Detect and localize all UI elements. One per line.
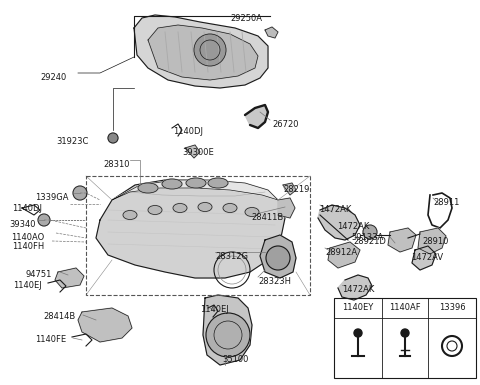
Polygon shape <box>245 105 268 128</box>
Text: 1472AK: 1472AK <box>319 205 351 214</box>
Ellipse shape <box>208 178 228 188</box>
Text: 28312G: 28312G <box>215 252 248 261</box>
Polygon shape <box>96 180 285 278</box>
Polygon shape <box>78 308 132 342</box>
Ellipse shape <box>148 206 162 214</box>
Polygon shape <box>112 180 278 200</box>
Polygon shape <box>328 242 360 268</box>
Text: 1140DJ: 1140DJ <box>173 127 203 136</box>
Polygon shape <box>265 27 278 38</box>
Text: 1140DJ: 1140DJ <box>12 204 42 213</box>
Text: 59133A: 59133A <box>351 233 383 242</box>
Text: 1140AO: 1140AO <box>11 233 44 242</box>
Text: 28912A: 28912A <box>325 248 357 257</box>
Polygon shape <box>338 275 372 300</box>
Text: 39340: 39340 <box>10 220 36 229</box>
Text: 1140FE: 1140FE <box>35 335 66 344</box>
Ellipse shape <box>245 208 259 216</box>
Text: 35100: 35100 <box>222 355 248 364</box>
Text: 28219: 28219 <box>283 185 310 194</box>
Circle shape <box>108 133 118 143</box>
Polygon shape <box>203 295 252 365</box>
Circle shape <box>354 329 362 337</box>
Circle shape <box>73 186 87 200</box>
Text: 1472AV: 1472AV <box>411 253 443 262</box>
Text: 1472AK: 1472AK <box>337 222 370 231</box>
Polygon shape <box>260 235 296 278</box>
Polygon shape <box>185 145 200 158</box>
Polygon shape <box>412 246 436 270</box>
Ellipse shape <box>173 204 187 213</box>
Polygon shape <box>318 205 360 240</box>
Text: 94751: 94751 <box>25 270 52 279</box>
Text: 13396: 13396 <box>439 303 465 313</box>
Polygon shape <box>283 183 296 195</box>
Circle shape <box>363 225 377 239</box>
Ellipse shape <box>138 183 158 193</box>
Polygon shape <box>134 15 268 88</box>
Text: 28921D: 28921D <box>353 237 386 246</box>
Text: 28310: 28310 <box>104 160 130 169</box>
Text: 1140FH: 1140FH <box>12 242 44 251</box>
Text: 28414B: 28414B <box>44 312 76 321</box>
Text: 28323H: 28323H <box>258 277 291 286</box>
Text: 26720: 26720 <box>272 120 299 129</box>
Text: 1472AK: 1472AK <box>342 285 374 294</box>
Polygon shape <box>418 228 446 254</box>
Text: 28411B: 28411B <box>251 213 283 222</box>
Polygon shape <box>278 198 295 218</box>
Circle shape <box>38 214 50 226</box>
Text: 1140EY: 1140EY <box>342 303 373 313</box>
Text: 1140EJ: 1140EJ <box>13 281 42 290</box>
Circle shape <box>266 246 290 270</box>
Ellipse shape <box>186 178 206 188</box>
Ellipse shape <box>223 204 237 213</box>
Bar <box>86 176 310 295</box>
Text: 1140AF: 1140AF <box>389 303 421 313</box>
Bar <box>334 298 476 378</box>
Ellipse shape <box>162 179 182 189</box>
Polygon shape <box>55 268 84 288</box>
Ellipse shape <box>198 203 212 211</box>
Text: 39300E: 39300E <box>182 148 214 157</box>
Ellipse shape <box>123 211 137 219</box>
Circle shape <box>401 329 409 337</box>
Text: 29250A: 29250A <box>230 14 262 23</box>
Polygon shape <box>148 25 258 80</box>
Polygon shape <box>388 228 416 252</box>
Text: 28910: 28910 <box>422 237 448 246</box>
Circle shape <box>194 34 226 66</box>
Text: 28911: 28911 <box>433 198 459 207</box>
Text: 31923C: 31923C <box>57 137 89 146</box>
Text: 29240: 29240 <box>41 73 67 82</box>
Text: 1140EJ: 1140EJ <box>200 305 229 314</box>
Text: 1339GA: 1339GA <box>36 193 69 202</box>
Circle shape <box>206 313 250 357</box>
